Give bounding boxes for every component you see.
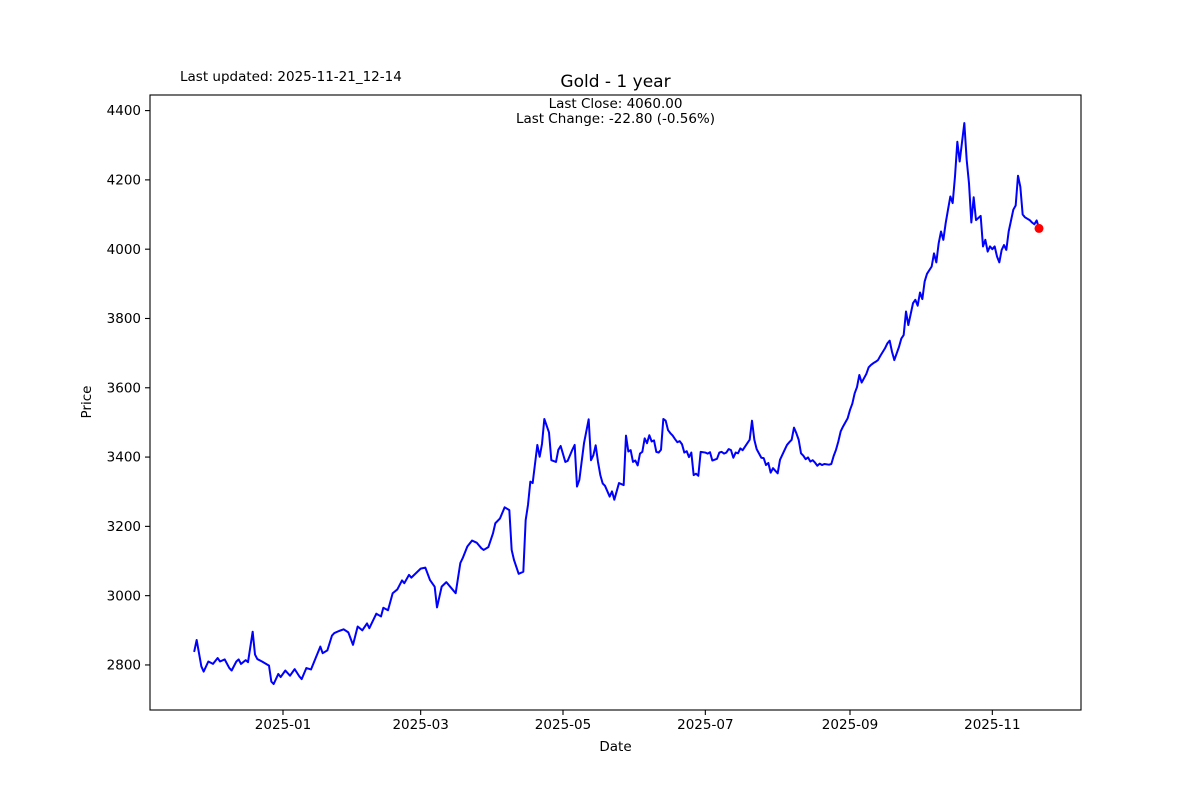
y-tick-label: 3000 [107, 588, 141, 604]
x-tick-label: 2025-03 [392, 717, 448, 733]
x-tick-label: 2025-11 [964, 717, 1020, 733]
y-tick-label: 3400 [107, 450, 141, 466]
price-line [193, 122, 1040, 686]
x-tick-label: 2025-05 [535, 717, 591, 733]
plot-border [149, 94, 1082, 711]
y-tick-label: 3600 [107, 380, 141, 396]
annotation-block: Last Close: 4060.00 Last Change: -22.80 … [150, 97, 1081, 127]
last-updated-text: Last updated: 2025-11-21_12-14 [180, 69, 402, 85]
y-tick-label: 3800 [107, 311, 141, 327]
y-tick-label: 4000 [107, 242, 141, 258]
x-axis-label: Date [599, 739, 632, 755]
x-tick-label: 2025-07 [677, 717, 733, 733]
y-tick-label: 2800 [107, 658, 141, 674]
annotation-last-change: Last Change: -22.80 (-0.56%) [515, 111, 716, 127]
last-price-marker [1034, 223, 1044, 233]
chart-title: Gold - 1 year [560, 72, 671, 92]
y-tick-label: 4200 [107, 172, 141, 188]
y-tick-label: 4400 [107, 103, 141, 119]
annotation-last-close: Last Close: 4060.00 [548, 96, 683, 112]
x-tick-label: 2025-01 [255, 717, 311, 733]
x-tick-label: 2025-09 [822, 717, 878, 733]
y-tick-label: 3200 [107, 519, 141, 535]
